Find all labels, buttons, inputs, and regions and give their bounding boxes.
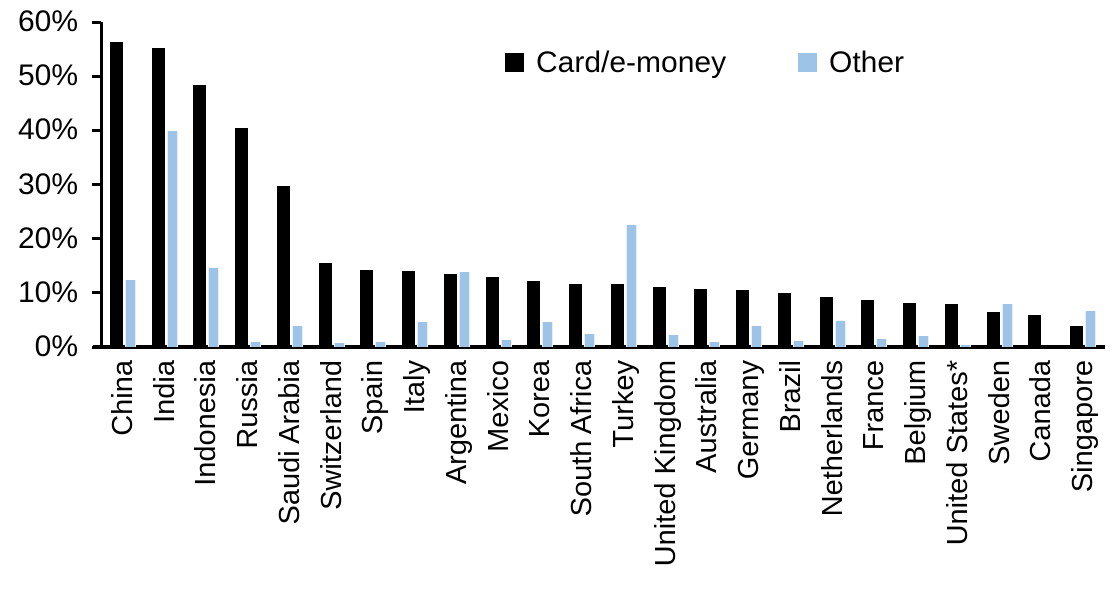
y-tick-20 [92, 237, 101, 241]
bar-card-e-money-australia [694, 288, 708, 347]
x-label-korea: Korea [524, 360, 557, 438]
bar-other-korea [542, 321, 554, 347]
bar-other-united-states [959, 345, 971, 347]
bar-other-russia [250, 341, 262, 347]
bar-other-singapore [1085, 311, 1097, 347]
x-axis-line [93, 345, 1105, 349]
x-label-mexico: Mexico [482, 360, 515, 452]
x-label-belgium: Belgium [900, 360, 933, 465]
bar-other-belgium [918, 336, 930, 347]
bar-other-italy [417, 322, 429, 347]
bar-card-e-money-united-kingdom [652, 286, 666, 347]
x-label-saudi-arabia: Saudi Arabia [273, 360, 306, 525]
x-label-italy: Italy [399, 360, 432, 414]
x-label-australia: Australia [691, 360, 724, 473]
bar-card-e-money-france [861, 299, 875, 347]
legend-label-other: Other [829, 46, 905, 79]
bar-card-e-money-canada [1028, 314, 1042, 347]
bar-card-e-money-saudi-arabia [276, 185, 290, 347]
bar-other-united-kingdom [667, 334, 679, 347]
bar-other-netherlands [834, 321, 846, 347]
x-label-south-africa: South Africa [566, 360, 599, 517]
x-label-brazil: Brazil [774, 360, 807, 433]
x-label-united-states: United States* [941, 360, 974, 546]
bar-other-south-africa [584, 334, 596, 347]
bar-card-e-money-netherlands [819, 296, 833, 347]
y-tick-label-0: 0% [34, 330, 78, 363]
x-label-argentina: Argentina [440, 360, 473, 485]
bar-other-france [876, 338, 888, 347]
x-label-france: France [858, 360, 891, 451]
bar-other-germany [751, 325, 763, 347]
bar-card-e-money-india [151, 48, 165, 347]
y-tick-10 [92, 291, 101, 295]
bar-card-e-money-germany [736, 289, 750, 347]
bar-card-e-money-china [109, 41, 123, 347]
x-label-india: India [148, 360, 181, 423]
x-label-singapore: Singapore [1067, 360, 1100, 493]
x-label-united-kingdom: United Kingdom [649, 360, 682, 567]
x-label-spain: Spain [357, 360, 390, 435]
legend-swatch-card-e-money [505, 53, 524, 72]
y-tick-label-40: 40% [17, 113, 78, 147]
y-tick-label-20: 20% [17, 221, 78, 255]
bar-card-e-money-switzerland [318, 262, 332, 347]
bar-other-mexico [500, 339, 512, 347]
bar-card-e-money-mexico [485, 276, 499, 347]
y-tick-label-30: 30% [17, 167, 78, 201]
legend-swatch-other [798, 53, 817, 72]
x-label-canada: Canada [1025, 360, 1058, 462]
bar-other-spain [375, 341, 387, 347]
bar-card-e-money-argentina [443, 274, 457, 347]
bar-card-e-money-italy [402, 270, 416, 347]
bar-other-china [124, 280, 136, 347]
bar-card-e-money-indonesia [193, 85, 207, 347]
y-tick-40 [92, 128, 101, 132]
x-label-indonesia: Indonesia [190, 360, 223, 486]
y-tick-label-10: 10% [17, 275, 78, 309]
bar-other-saudi-arabia [291, 325, 303, 347]
bar-card-e-money-korea [527, 280, 541, 347]
x-label-germany: Germany [733, 360, 766, 480]
y-tick-30 [92, 183, 101, 186]
bar-other-switzerland [333, 342, 345, 347]
x-label-sweden: Sweden [983, 360, 1016, 465]
bar-other-turkey [625, 225, 637, 347]
bar-card-e-money-sweden [986, 311, 1000, 347]
y-tick-0 [92, 345, 101, 349]
y-tick-label-50: 50% [17, 59, 78, 93]
bar-card-e-money-singapore [1070, 325, 1084, 347]
y-tick-label-60: 60% [17, 5, 78, 38]
bar-other-australia [709, 341, 721, 347]
y-axis-line [100, 22, 103, 349]
bar-card-e-money-spain [360, 270, 374, 347]
x-label-china: China [106, 360, 139, 436]
bar-other-argentina [458, 272, 470, 347]
bar-other-india [166, 131, 178, 347]
bar-other-brazil [792, 340, 804, 347]
legend-label-card-e-money: Card/e-money [536, 46, 727, 79]
bar-card-e-money-brazil [777, 292, 791, 347]
x-label-switzerland: Switzerland [315, 360, 348, 510]
bar-card-e-money-south-africa [569, 283, 583, 347]
bar-card-e-money-united-states [944, 304, 958, 347]
bar-other-indonesia [208, 268, 220, 347]
y-tick-50 [92, 74, 101, 78]
y-tick-60 [92, 20, 101, 24]
bar-other-sweden [1001, 303, 1013, 347]
bar-card-e-money-turkey [610, 284, 624, 347]
x-label-turkey: Turkey [607, 360, 640, 448]
bar-card-e-money-russia [235, 127, 249, 347]
x-label-russia: Russia [232, 360, 265, 449]
bar-card-e-money-belgium [903, 302, 917, 347]
x-label-netherlands: Netherlands [816, 360, 849, 517]
